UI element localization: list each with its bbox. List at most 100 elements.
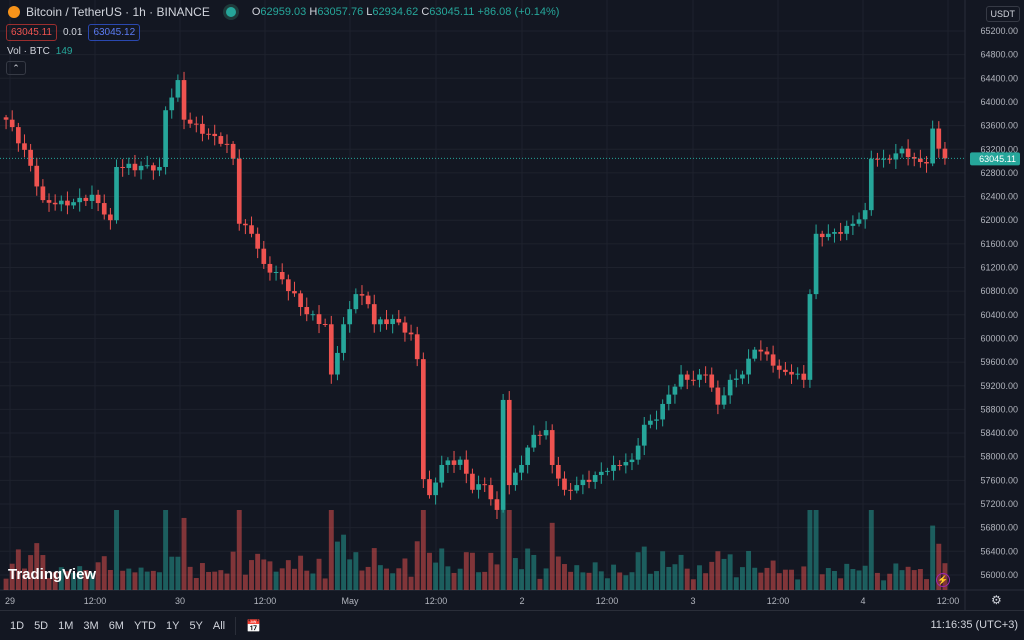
candle-body [832,232,837,234]
volume-bar [126,568,132,590]
volume-bar [304,570,310,590]
candle-body [421,359,426,480]
price-tick: 57200.00 [980,499,1018,509]
market-open-icon [225,7,236,17]
candle-body [206,133,211,135]
volume-bar [334,541,340,590]
range-all[interactable]: All [212,619,226,632]
settings-icon[interactable]: ⚙ [991,593,1002,607]
candle-body [813,233,819,295]
volume-bar [199,563,205,590]
lightning-icon[interactable]: ⚡ [936,573,950,587]
candle-body [789,371,794,375]
volume-bar [236,510,242,590]
range-1d[interactable]: 1D [10,619,25,632]
range-toolbar: 1D 5D 1M 3M 6M YTD 1Y 5Y All 📅 [0,610,1024,640]
candle-body [844,225,850,234]
volume-bar [365,566,371,590]
range-5d[interactable]: 5D [34,619,49,632]
price-tick: 63200.00 [980,144,1018,154]
price-tick: 62400.00 [980,192,1018,202]
range-5y[interactable]: 5Y [189,619,203,632]
volume-bar [598,571,604,590]
candle-body [298,293,303,308]
candle-body [795,373,800,375]
tradingview-logo: TradingView [8,566,97,583]
volume-bar [917,568,923,590]
candle-body [378,319,383,325]
volume-bar [936,543,942,590]
buy-button[interactable]: 63045.12 [88,24,141,41]
time-tick: 4 [860,596,865,606]
clock[interactable]: 11:16:35 (UTC+3) [930,619,1018,631]
currency-selector[interactable]: USDT [985,6,1020,22]
volume-bar [672,564,678,590]
volume-bar [414,541,420,590]
go-to-date-icon[interactable]: 📅 [246,618,262,633]
quote-row: 63045.11 0.01 63045.12 [6,24,141,41]
candle-body [77,197,83,203]
range-1y[interactable]: 1Y [165,619,180,632]
candle-body [193,123,199,125]
candle-body [770,354,776,366]
candle-body [617,464,623,466]
candle-body [678,374,684,387]
bitcoin-logo-icon [8,6,20,18]
volume-bar [175,556,181,590]
volume-bar [463,552,469,590]
volume-bar [586,572,592,590]
volume-bar [525,548,531,590]
volume-bar [359,570,365,590]
price-tick: 59600.00 [980,357,1018,367]
volume-bar [512,558,518,590]
volume-bar [22,568,27,590]
volume-bar [531,554,537,590]
volume-bar [678,554,684,590]
volume-bar [328,510,334,590]
volume-bar [273,571,279,590]
candle-body [52,202,58,205]
divider [235,616,237,635]
price-tick: 63600.00 [980,121,1018,131]
volume-bar [580,572,586,590]
collapse-legend-button[interactable]: ⌃ [6,61,26,75]
candle-body [34,165,40,187]
price-tick: 62800.00 [980,168,1018,178]
candle-body [562,478,567,490]
range-ytd[interactable]: YTD [133,619,156,632]
candle-body [556,464,561,479]
volume-bar [132,572,138,590]
range-3m[interactable]: 3M [83,619,99,632]
candle-body [255,233,260,249]
volume-bar [58,567,64,590]
volume-bar [427,552,432,590]
candle-body [224,143,230,145]
volume-bar [255,553,261,590]
volume-bar [660,551,666,590]
volume-bar [353,552,359,590]
volume-bar [537,578,543,590]
price-chart[interactable]: 65200.00 64800.00 64400.00 64000.00 63600.00… [0,0,1024,610]
candle-body [936,128,942,149]
price-tick: 59200.00 [980,381,1018,391]
price-tick: 57600.00 [980,475,1018,485]
candle-body [807,294,813,380]
volume-bar [52,571,58,590]
volume-bar [83,570,89,590]
volume-bar [850,569,856,590]
candle-body [396,318,402,323]
candle-body [506,399,512,486]
range-6m[interactable]: 6M [108,619,124,632]
candle-body [267,263,273,273]
volume-bar [654,571,659,590]
candle-body [304,307,310,315]
candle-body [310,314,316,316]
candle-body [881,158,886,160]
symbol-title[interactable]: Bitcoin / TetherUS · 1h · BINANCE [26,5,210,19]
sell-button[interactable]: 63045.11 [6,24,57,41]
candle-body [697,374,702,380]
range-1m[interactable]: 1M [58,619,74,632]
volume-bar [721,558,727,590]
volume-bar [408,576,414,590]
volume-bar [71,572,77,590]
